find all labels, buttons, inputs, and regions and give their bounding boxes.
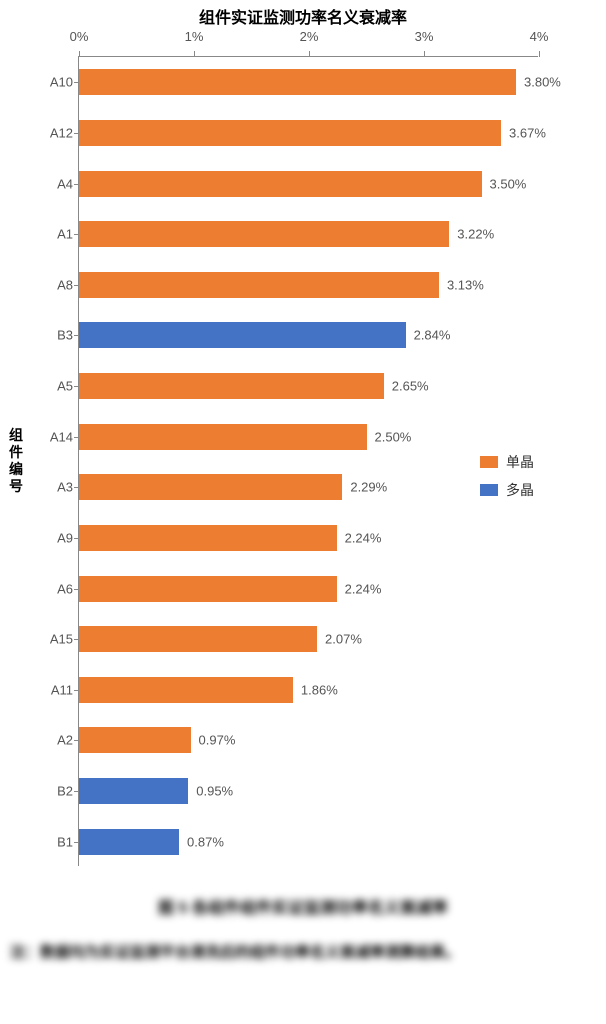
chart-container: 组件实证监测功率名义衰减率 0%1%2%3%4%A103.80%A123.67%… — [0, 0, 606, 880]
chart-bar — [79, 778, 188, 804]
chart-bar — [79, 373, 384, 399]
chart-bar-value-label: 3.67% — [509, 125, 546, 140]
y-axis-category-label: A2 — [57, 733, 73, 748]
y-axis-category-label: A1 — [57, 227, 73, 242]
x-axis-tick — [79, 51, 80, 57]
y-axis-category-label: B3 — [57, 328, 73, 343]
chart-bar-value-label: 1.86% — [301, 682, 338, 697]
chart-bar — [79, 474, 342, 500]
chart-bar — [79, 221, 449, 247]
chart-bar — [79, 525, 337, 551]
chart-bar — [79, 677, 293, 703]
chart-bar-value-label: 3.22% — [457, 227, 494, 242]
legend-item: 单晶 — [480, 452, 534, 472]
x-axis-tick-label: 3% — [415, 29, 434, 44]
chart-title: 组件实证监测功率名义衰减率 — [0, 4, 606, 28]
chart-bar — [79, 576, 337, 602]
page-root: 组件实证监测功率名义衰减率 0%1%2%3%4%A103.80%A123.67%… — [0, 0, 606, 1024]
y-axis-category-label: A3 — [57, 480, 73, 495]
x-axis-tick — [309, 51, 310, 57]
x-axis-tick — [539, 51, 540, 57]
chart-bar-value-label: 2.84% — [414, 328, 451, 343]
y-axis-category-label: A15 — [50, 632, 73, 647]
y-axis-category-label: A5 — [57, 379, 73, 394]
legend-label: 单晶 — [506, 452, 534, 472]
chart-bar — [79, 171, 482, 197]
x-axis-tick-label: 2% — [300, 29, 319, 44]
chart-bar-value-label: 3.13% — [447, 277, 484, 292]
legend-swatch — [480, 456, 498, 468]
chart-bar-value-label: 2.29% — [350, 480, 387, 495]
chart-bar-value-label: 2.65% — [392, 379, 429, 394]
y-axis-category-label: A9 — [57, 530, 73, 545]
figure-caption-block: 图 5 各组件组件实证监测功率名义衰减率 注：数据均为实证监测平台清洗后的组件功… — [0, 880, 606, 1024]
x-axis-tick — [424, 51, 425, 57]
y-axis-category-label: A8 — [57, 277, 73, 292]
y-axis-category-label: A4 — [57, 176, 73, 191]
x-axis-tick-label: 1% — [185, 29, 204, 44]
figure-caption-title: 图 5 各组件组件实证监测功率名义衰减率 — [10, 894, 596, 918]
chart-bar-value-label: 3.80% — [524, 75, 561, 90]
y-axis-category-label: A10 — [50, 75, 73, 90]
chart-bar — [79, 120, 501, 146]
chart-bar — [79, 829, 179, 855]
chart-plot-area: 0%1%2%3%4%A103.80%A123.67%A43.50%A13.22%… — [78, 56, 538, 866]
y-axis-category-label: A6 — [57, 581, 73, 596]
chart-bar — [79, 424, 367, 450]
chart-bar-value-label: 2.50% — [375, 429, 412, 444]
chart-bar — [79, 69, 516, 95]
legend-label: 多晶 — [506, 480, 534, 500]
chart-bar-value-label: 2.24% — [345, 530, 382, 545]
chart-legend: 单晶多晶 — [480, 452, 534, 508]
chart-bar-value-label: 2.07% — [325, 632, 362, 647]
y-axis-category-label: B1 — [57, 834, 73, 849]
x-axis-tick — [194, 51, 195, 57]
chart-bar-value-label: 0.95% — [196, 784, 233, 799]
chart-bar-value-label: 3.50% — [490, 176, 527, 191]
chart-bar — [79, 727, 191, 753]
chart-bar-value-label: 2.24% — [345, 581, 382, 596]
figure-caption-note: 注：数据均为实证监测平台清洗后的组件功率名义衰减率测算结果。 — [10, 936, 596, 969]
y-axis-category-label: A12 — [50, 125, 73, 140]
chart-bar-value-label: 0.97% — [199, 733, 236, 748]
y-axis-title: 组件编号 — [6, 427, 26, 494]
y-axis-category-label: B2 — [57, 784, 73, 799]
x-axis-tick-label: 0% — [70, 29, 89, 44]
chart-bar — [79, 272, 439, 298]
chart-bar-value-label: 0.87% — [187, 834, 224, 849]
legend-swatch — [480, 484, 498, 496]
y-axis-category-label: A11 — [51, 682, 73, 697]
y-axis-category-label: A14 — [50, 429, 73, 444]
x-axis-tick-label: 4% — [530, 29, 549, 44]
legend-item: 多晶 — [480, 480, 534, 500]
chart-bar — [79, 626, 317, 652]
chart-bar — [79, 322, 406, 348]
